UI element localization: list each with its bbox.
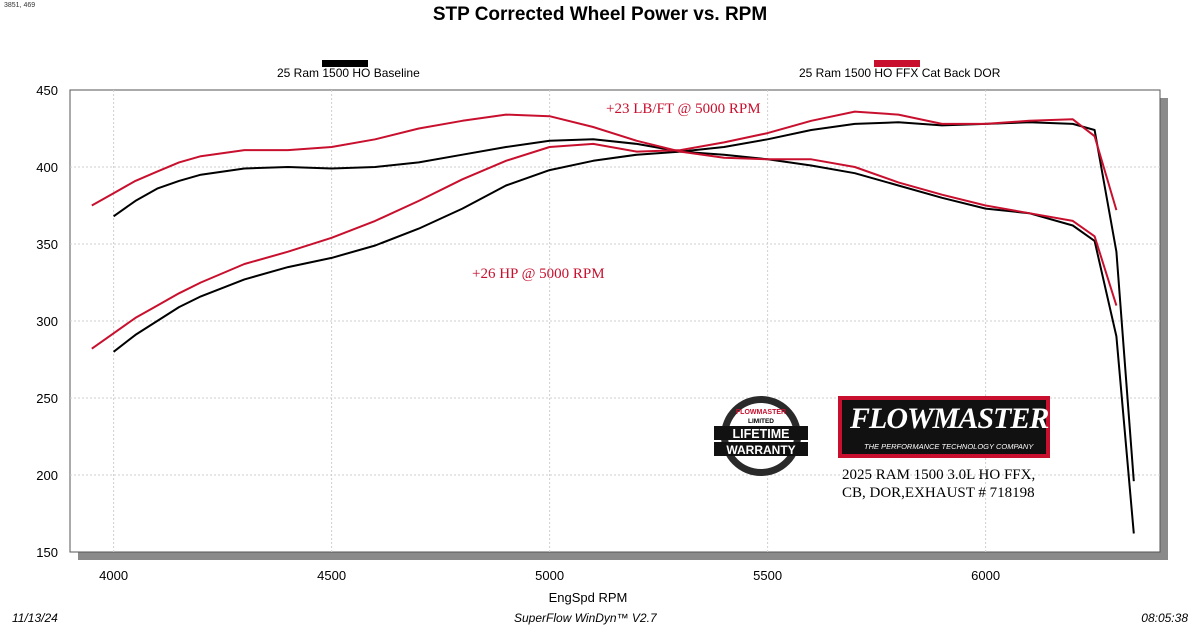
x-tick-label: 4500 — [317, 568, 346, 583]
flowmaster-logo-panel: FLOWMASTER THE PERFORMANCE TECHNOLOGY CO… — [842, 400, 1049, 454]
y-tick-label: 250 — [36, 391, 58, 406]
baseline-torque-curve — [113, 138, 1135, 534]
badge-warranty-text: WARRANTY — [726, 443, 795, 457]
y-tick-label: 200 — [36, 468, 58, 483]
y-tick-label: 300 — [36, 314, 58, 329]
footer-time: 08:05:38 — [1141, 611, 1188, 625]
badge-brand-text: FLOWMASTER — [736, 409, 786, 416]
badge-lifetime-text: LIFETIME — [733, 427, 790, 441]
badge-band-2 — [714, 442, 808, 456]
x-tick-label: 4000 — [99, 568, 128, 583]
flowmaster-brand-text: FLOWMASTER — [850, 402, 1049, 435]
hp-gain-annotation: +26 HP @ 5000 RPM — [472, 266, 605, 282]
torque-gain-annotation: +23 LB/FT @ 5000 RPM — [606, 101, 761, 117]
legend-label-baseline: 25 Ram 1500 HO Baseline — [277, 66, 420, 80]
footer-date: 11/13/24 — [12, 611, 58, 625]
series-curves — [91, 110, 1135, 534]
legend-swatch-baseline — [322, 60, 368, 67]
product-info-line1: 2025 RAM 1500 3.0L HO FFX, — [842, 467, 1036, 483]
flowmaster-logo: FLOWMASTER THE PERFORMANCE TECHNOLOGY CO… — [838, 396, 1050, 458]
product-info: 2025 RAM 1500 3.0L HO FFX, CB, DOR,EXHAU… — [842, 466, 1035, 502]
y-tick-label: 350 — [36, 237, 58, 252]
badge-limited-text: LIMITED — [748, 418, 774, 425]
legend-swatch-ffx — [874, 60, 920, 67]
footer-software: SuperFlow WinDyn™ V2.7 — [514, 611, 657, 625]
legend-label-ffx: 25 Ram 1500 HO FFX Cat Back DOR — [799, 66, 1001, 80]
chart-title: STP Corrected Wheel Power vs. RPM — [432, 4, 768, 25]
x-tick-label: 5000 — [535, 568, 564, 583]
x-tick-label: 5500 — [753, 568, 782, 583]
product-info-line2: CB, DOR,EXHAUST # 718198 — [842, 485, 1035, 501]
ffx-power-curve — [91, 110, 1118, 350]
tick-labels: 150 200 250 300 350 400 450 4000 4500 5000 5500 600… — [36, 83, 1000, 583]
ffx-torque-curve — [91, 113, 1118, 306]
coordinate-readout: 3851, 469 — [4, 2, 36, 9]
badge-band — [714, 426, 808, 440]
flowmaster-tagline: THE PERFORMANCE TECHNOLOGY COMPANY — [864, 442, 1034, 451]
x-tick-label: 6000 — [971, 568, 1000, 583]
y-tick-label: 150 — [36, 545, 58, 560]
x-axis-label: EngSpd RPM — [549, 590, 628, 605]
grid-lines — [70, 90, 1160, 552]
y-tick-label: 450 — [36, 83, 58, 98]
lifetime-warranty-badge: FLOWMASTER LIMITED LIFETIME WARRANTY — [714, 396, 808, 476]
y-tick-label: 400 — [36, 160, 58, 175]
